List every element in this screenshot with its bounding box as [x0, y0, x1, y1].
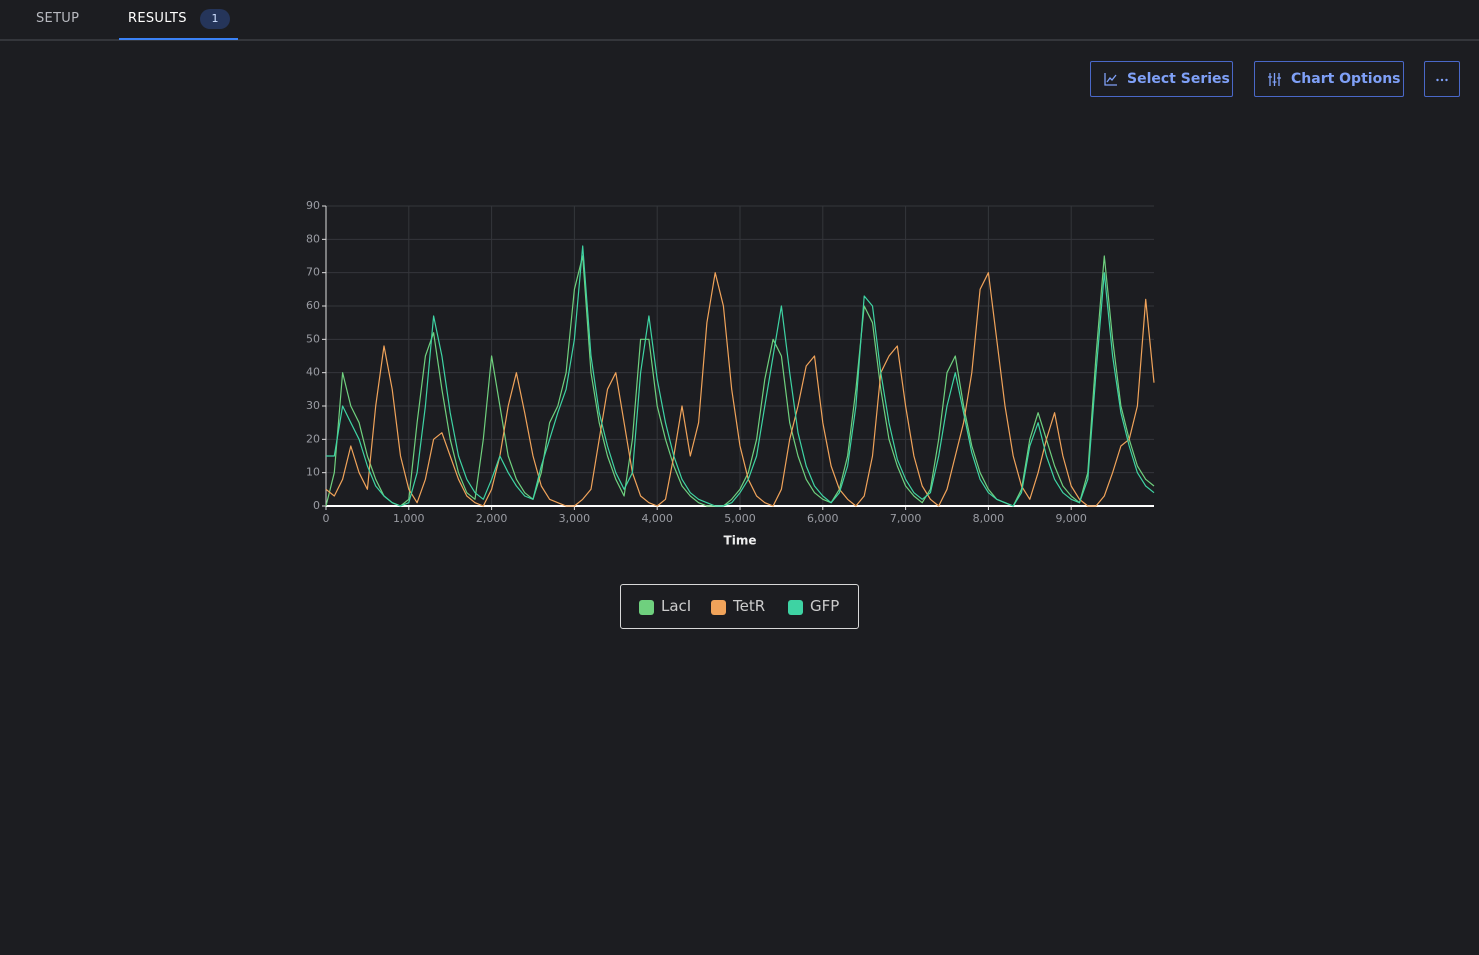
badge: 1 — [200, 9, 230, 29]
legend: LacI TetR GFP — [620, 584, 859, 629]
y-tick-label: 10 — [306, 466, 320, 479]
tab-indicator — [119, 38, 238, 40]
x-tick-label: 6,000 — [807, 512, 839, 525]
legend-swatch — [639, 600, 654, 615]
x-tick-label: 9,000 — [1055, 512, 1087, 525]
x-tick-label: 3,000 — [559, 512, 591, 525]
tab[interactable]: SETUP — [36, 11, 80, 26]
x-tick-label: 1,000 — [393, 512, 425, 525]
x-tick-label: 8,000 — [973, 512, 1005, 525]
button-label: Chart Options — [1291, 71, 1401, 87]
chart: Time 0 10 20 30 40 50 60 70 80 90 0 1,000 2,000 3,000… — [306, 199, 1155, 548]
y-tick-label: 90 — [306, 199, 320, 212]
y-tick-label: 0 — [313, 499, 320, 512]
legend-label: TetR — [733, 597, 766, 615]
y-tick-label: 50 — [306, 332, 320, 345]
y-tick-label: 30 — [306, 399, 320, 412]
icon — [1268, 73, 1281, 86]
x-tick-label: 2,000 — [476, 512, 508, 525]
x-tick-label: 0 — [323, 512, 330, 525]
more-button[interactable] — [1424, 61, 1460, 97]
tab[interactable]: RESULTS — [128, 11, 187, 26]
legend-label: LacI — [661, 597, 692, 615]
y-tick-label: 70 — [306, 266, 320, 279]
y-tick-label: 60 — [306, 299, 320, 312]
x-tick-label: 4,000 — [641, 512, 673, 525]
y-tick-label: 80 — [306, 232, 320, 245]
button-label: Select Series — [1127, 71, 1230, 87]
chart-options-button[interactable]: Chart Options — [1254, 61, 1404, 97]
select-series-button[interactable]: Select Series — [1090, 61, 1233, 97]
series-line — [325, 272, 1155, 507]
legend-swatch — [788, 600, 803, 615]
icon — [1104, 73, 1117, 86]
y-tick-label: 40 — [306, 366, 320, 379]
legend-label: GFP — [810, 597, 840, 615]
y-tick-label: 20 — [306, 432, 320, 445]
icon — [1436, 78, 1448, 82]
x-tick-label: 7,000 — [890, 512, 922, 525]
series-line — [326, 245, 1155, 507]
x-tick-label: 5,000 — [724, 512, 756, 525]
tab-bar: SETUP RESULTS 1 — [0, 0, 1479, 41]
legend-swatch — [711, 600, 726, 615]
series-line — [325, 255, 1155, 507]
x-axis-label: Time — [724, 534, 757, 548]
